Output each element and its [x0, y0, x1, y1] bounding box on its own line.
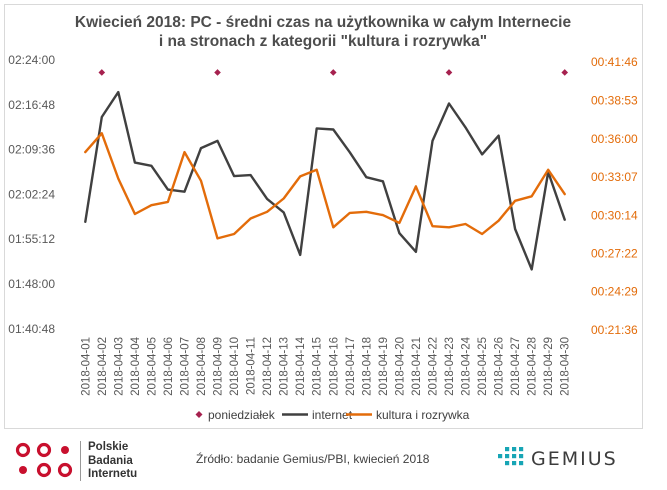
x-tick-label: 2018-04-08: [196, 337, 208, 396]
x-tick-label: 2018-04-06: [163, 337, 175, 396]
chart-subtitle: i na stronach z kategorii "kultura i roz…: [159, 33, 487, 50]
source-note: Źródło: badanie Gemius/PBI, kwiecień 201…: [196, 452, 430, 466]
gemius-dot: [519, 447, 524, 452]
x-tick-label: 2018-04-21: [411, 337, 423, 396]
gemius-dot: [519, 454, 524, 459]
x-tick-label: 2018-04-22: [427, 337, 439, 396]
monday-marker: [214, 69, 221, 76]
right-tick-label: 00:33:07: [591, 170, 638, 184]
right-tick-label: 00:38:53: [591, 94, 638, 108]
chart-frame: Kwiecień 2018: PC - średni czas na użytk…: [4, 4, 643, 429]
x-tick-label: 2018-04-19: [378, 337, 390, 396]
x-tick-label: 2018-04-01: [80, 337, 92, 396]
x-tick-label: 2018-04-15: [312, 337, 324, 396]
left-tick-label: 01:40:48: [8, 322, 55, 336]
pbi-logo: Polskie Badania Internetu: [14, 437, 164, 485]
legend-diamond-marker: [195, 411, 203, 418]
x-tick-label: 2018-04-20: [394, 337, 406, 396]
plot-area: [84, 69, 569, 271]
left-axis: 01:40:48 01:48:00 01:55:12 02:02:24 02:09:36…: [8, 53, 55, 336]
right-tick-label: 00:36:00: [591, 132, 638, 146]
series-line-culture: [84, 132, 566, 240]
gemius-dot: [519, 461, 524, 466]
x-tick-label: 2018-04-12: [262, 337, 274, 396]
x-tick-label: 2018-04-27: [510, 337, 522, 396]
pbi-line: Badania: [88, 454, 133, 467]
pbi-line: Polskie: [88, 441, 129, 453]
x-tick-label: 2018-04-24: [461, 336, 473, 395]
chart-title: Kwiecień 2018: PC - średni czas na użytk…: [75, 14, 572, 31]
gemius-dot: [505, 447, 510, 452]
monday-marker: [445, 69, 453, 76]
legend-label-culture: kultura i rozrywka: [376, 408, 470, 422]
pbi-line: Internetu: [88, 468, 138, 480]
legend-label-monday: poniedziałek: [208, 408, 276, 422]
x-tick-label: 2018-04-04: [130, 336, 142, 395]
monday-marker: [329, 69, 337, 76]
right-tick-label: 00:27:22: [591, 246, 638, 260]
x-tick-label: 2018-04-07: [179, 337, 191, 396]
monday-marker: [98, 69, 106, 76]
right-tick-label: 00:30:14: [591, 208, 638, 222]
legend-item-internet: internet: [282, 408, 353, 422]
x-tick-label: 2018-04-03: [113, 337, 125, 396]
pbi-separator: [80, 441, 81, 481]
gemius-dots-icon: [498, 447, 524, 466]
x-tick-label: 2018-04-02: [97, 337, 109, 396]
x-tick-label: 2018-04-05: [146, 337, 158, 396]
x-tick-label: 2018-04-26: [494, 337, 506, 396]
gemius-dot: [505, 461, 510, 466]
left-tick-label: 02:24:00: [8, 53, 55, 67]
x-tick-label: 2018-04-10: [229, 337, 241, 396]
legend: poniedziałek internet kultura i rozrywka: [195, 408, 470, 422]
series-line-internet: [84, 90, 566, 271]
legend-item-culture: kultura i rozrywka: [346, 408, 470, 422]
left-tick-label: 01:48:00: [8, 277, 55, 291]
x-tick-label: 2018-04-14: [295, 336, 307, 395]
line-chart: Kwiecień 2018: PC - średni czas na użytk…: [8, 14, 638, 422]
left-tick-label: 02:02:24: [8, 187, 55, 201]
x-tick-label: 2018-04-11: [246, 337, 258, 395]
x-tick-label: 2018-04-30: [560, 337, 572, 396]
pbi-dots-icon: [15, 442, 73, 478]
left-tick-label: 01:55:12: [8, 232, 55, 246]
gemius-dot: [512, 447, 517, 452]
left-tick-label: 02:09:36: [8, 143, 55, 157]
x-tick-label: 2018-04-09: [213, 337, 225, 396]
pbi-wordmark: Polskie Badania Internetu: [88, 441, 137, 482]
x-tick-label: 2018-04-23: [444, 337, 456, 396]
x-tick-label: 2018-04-29: [543, 337, 555, 396]
right-axis: 00:21:36 00:24:29 00:27:22 00:30:14 00:33:07…: [591, 55, 638, 337]
legend-item-monday: poniedziałek: [195, 408, 276, 422]
x-tick-label: 2018-04-13: [279, 337, 291, 396]
gemius-dot: [512, 454, 517, 459]
x-tick-label: 2018-04-25: [477, 337, 489, 396]
x-axis: 2018-04-01 2018-04-02 2018-04-03 2018-04-04…: [80, 336, 571, 395]
x-tick-label: 2018-04-16: [328, 337, 340, 396]
right-tick-label: 00:21:36: [591, 323, 638, 337]
right-tick-label: 00:41:46: [591, 55, 638, 69]
gemius-dot: [498, 454, 503, 459]
x-tick-label: 2018-04-18: [361, 337, 373, 396]
x-tick-label: 2018-04-28: [527, 337, 539, 396]
left-tick-label: 02:16:48: [8, 98, 55, 112]
monday-marker: [561, 69, 569, 76]
gemius-dot: [512, 461, 517, 466]
gemius-wordmark: GEMIUS: [531, 448, 618, 470]
gemius-logo: GEMIUS: [498, 443, 638, 477]
legend-label-internet: internet: [312, 408, 353, 422]
right-tick-label: 00:24:29: [591, 285, 638, 299]
gemius-dot: [505, 454, 510, 459]
x-tick-label: 2018-04-17: [345, 337, 357, 396]
